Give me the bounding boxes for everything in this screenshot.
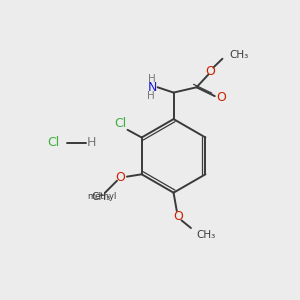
Text: H: H — [147, 91, 155, 100]
Text: Cl: Cl — [114, 117, 126, 130]
Text: N: N — [148, 81, 157, 94]
Text: O: O — [173, 210, 183, 223]
Text: O: O — [216, 91, 226, 104]
Text: CH₃: CH₃ — [230, 50, 249, 60]
Text: H: H — [86, 136, 96, 149]
Text: O: O — [116, 171, 125, 184]
Text: Cl: Cl — [47, 136, 59, 149]
Text: O: O — [205, 64, 215, 78]
Text: H: H — [148, 74, 156, 84]
Text: methyl: methyl — [88, 192, 117, 201]
Text: CH₃: CH₃ — [92, 192, 111, 202]
Text: CH₃: CH₃ — [196, 230, 215, 240]
